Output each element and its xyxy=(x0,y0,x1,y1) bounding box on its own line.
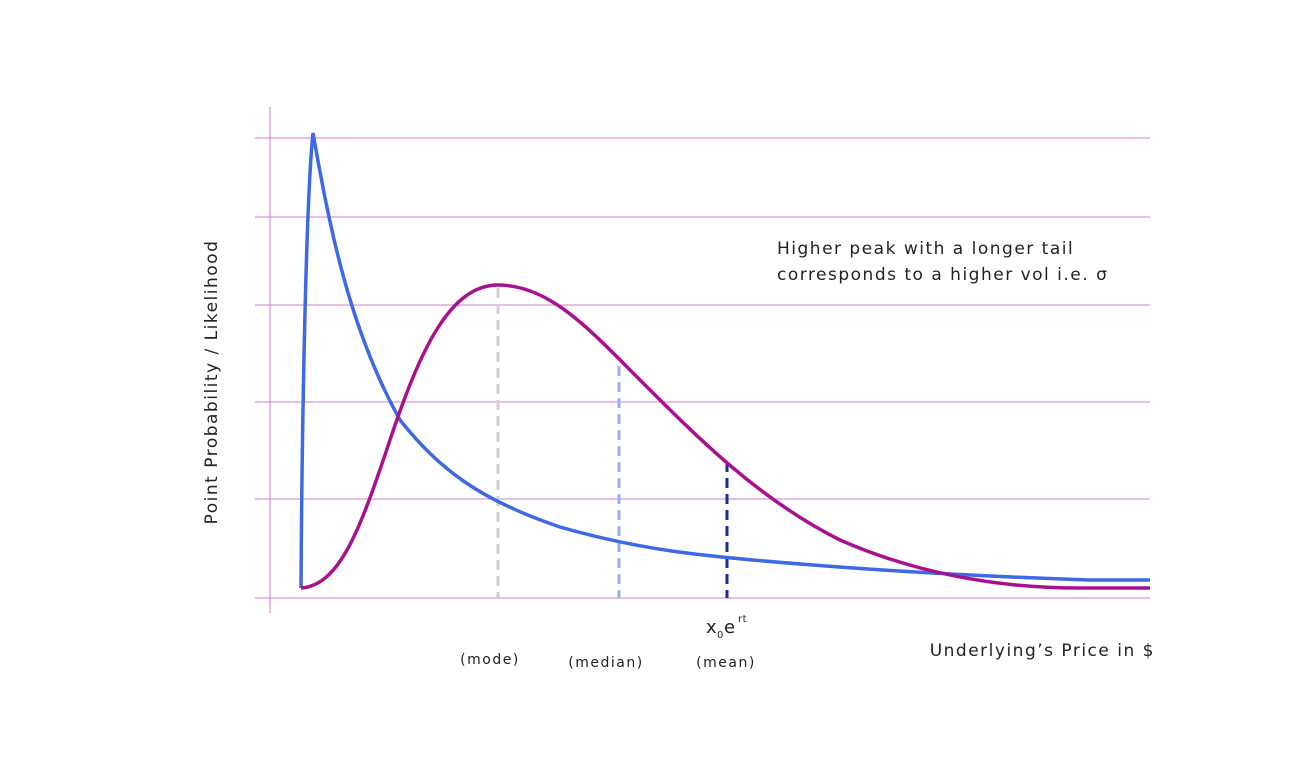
formula-subscript: 0 xyxy=(717,630,723,641)
annotation-line: Higher peak with a longer tail xyxy=(777,239,1074,259)
low-vol-curve xyxy=(300,283,1150,590)
mode-label: (mode) xyxy=(460,652,520,668)
annotation-line: corresponds to a higher vol i.e. σ xyxy=(777,265,1108,285)
y-axis-label: Point Probability / Likelihood xyxy=(202,240,222,525)
median-label: (median) xyxy=(568,655,643,671)
x-axis-label: Underlying’s Price in $ xyxy=(930,641,1155,661)
formula-exp-base: e xyxy=(724,617,735,638)
mean-label: (mean) xyxy=(696,655,756,671)
formula-exponent: rt xyxy=(738,614,747,625)
high-vol-curve xyxy=(299,132,1150,589)
grid xyxy=(255,107,1150,613)
formula-base: x xyxy=(706,617,717,638)
formula: x 0 e rt xyxy=(706,614,747,641)
